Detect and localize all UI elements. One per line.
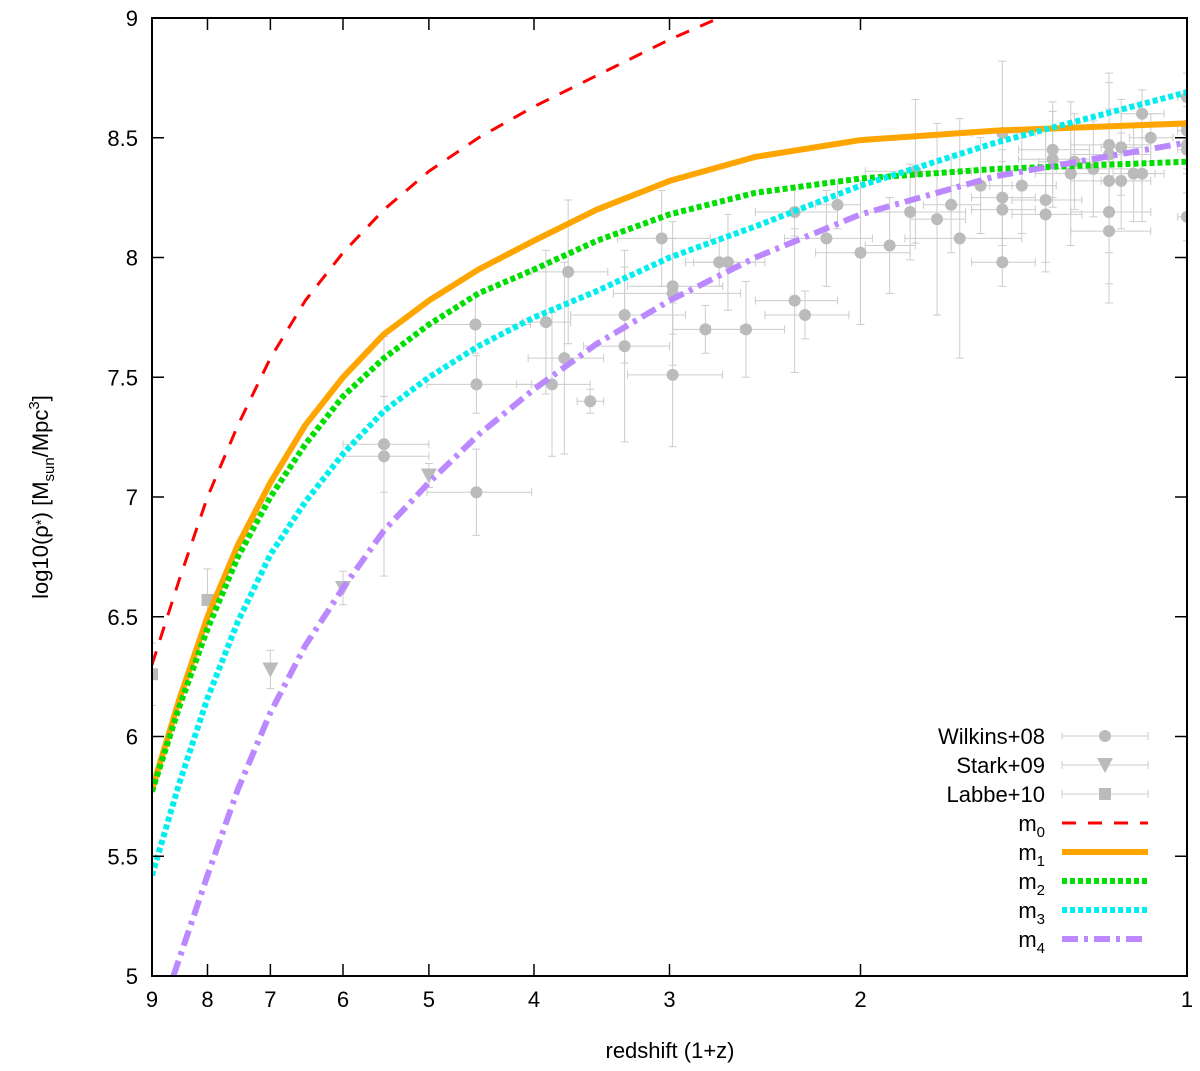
- legend-label-stark-09: Stark+09: [956, 753, 1045, 778]
- wilkins-08-point: [1039, 208, 1052, 221]
- wilkins-08-point: [1181, 143, 1187, 156]
- wilkins-08-point: [1127, 167, 1140, 180]
- wilkins-08-point: [1039, 194, 1052, 207]
- y-tick-label: 5.5: [107, 844, 138, 869]
- wilkins-08-point: [721, 256, 734, 269]
- y-tick-label: 8: [126, 246, 138, 271]
- wilkins-08-point: [1046, 143, 1059, 156]
- wilkins-08-point: [931, 213, 944, 226]
- wilkins-08-point: [469, 318, 482, 331]
- stark-09-point: [262, 662, 279, 678]
- wilkins-08-point: [699, 323, 712, 336]
- wilkins-08-point: [1064, 167, 1077, 180]
- legend-label-labbe-10: Labbe+10: [947, 782, 1046, 807]
- wilkins-08-point: [1103, 225, 1116, 238]
- wilkins-08-point: [1136, 107, 1149, 120]
- x-tick-label: 1: [1181, 987, 1193, 1012]
- wilkins-08-point: [820, 232, 833, 245]
- legend-label-m0: m0: [1018, 811, 1045, 841]
- y-tick-label: 5: [126, 964, 138, 989]
- legend-marker-labbe-10: [1099, 788, 1111, 800]
- x-axis-label: redshift (1+z): [606, 1038, 735, 1063]
- wilkins-08-point: [1103, 205, 1116, 218]
- wilkins-08-point: [1046, 153, 1059, 166]
- wilkins-08-point: [1115, 174, 1128, 187]
- wilkins-08-point: [904, 205, 917, 218]
- wilkins-08-point: [854, 246, 867, 259]
- x-tick-label: 7: [264, 987, 276, 1012]
- wilkins-08-point: [377, 450, 390, 463]
- wilkins-08-point: [1144, 131, 1157, 144]
- wilkins-08-point: [1181, 124, 1187, 137]
- wilkins-08-point: [655, 232, 668, 245]
- wilkins-08-point: [584, 395, 597, 408]
- wilkins-08-point: [470, 486, 483, 499]
- x-tick-label: 6: [337, 987, 349, 1012]
- wilkins-08-point: [562, 265, 575, 278]
- series-line-m1: [152, 120, 1187, 791]
- wilkins-08-point: [1115, 141, 1128, 154]
- wilkins-08-point: [883, 239, 896, 252]
- error-bars: [152, 60, 1187, 706]
- wilkins-08-point: [1103, 138, 1116, 151]
- wilkins-08-point: [945, 198, 958, 211]
- x-tick-label: 9: [146, 987, 158, 1012]
- wilkins-08-point: [740, 323, 753, 336]
- y-tick-label: 6: [126, 725, 138, 750]
- stark-09-point: [420, 468, 437, 484]
- legend-label-m3: m3: [1018, 898, 1045, 928]
- legend-label-m4: m4: [1018, 927, 1045, 957]
- model-lines: [152, 18, 1187, 976]
- series-line-m0: [152, 18, 720, 666]
- x-tick-label: 4: [528, 987, 540, 1012]
- legend-label-wilkins-08: Wilkins+08: [938, 724, 1045, 749]
- wilkins-08-point: [1136, 167, 1149, 180]
- error-bar: [152, 642, 156, 706]
- y-tick-label: 8.5: [107, 126, 138, 151]
- wilkins-08-point: [996, 256, 1009, 269]
- wilkins-08-point: [713, 256, 726, 269]
- wilkins-08-point: [1181, 210, 1187, 223]
- error-bar: [1177, 192, 1187, 242]
- wilkins-08-point: [1103, 174, 1116, 187]
- wilkins-08-point: [996, 191, 1009, 204]
- wilkins-08-point: [953, 232, 966, 245]
- series-line-m2: [152, 158, 1187, 793]
- y-tick-label: 9: [126, 6, 138, 31]
- wilkins-08-point: [666, 368, 679, 381]
- legend-marker-stark-09: [1097, 758, 1113, 773]
- wilkins-08-point: [539, 316, 552, 329]
- wilkins-08-point: [470, 378, 483, 391]
- wilkins-08-point: [996, 203, 1009, 216]
- labbe-10-point: [152, 668, 158, 681]
- series-line-m4: [170, 139, 1187, 976]
- data-points: [152, 91, 1187, 681]
- y-tick-label: 7: [126, 485, 138, 510]
- legend-label-m1: m1: [1018, 840, 1045, 870]
- x-tick-label: 2: [854, 987, 866, 1012]
- x-tick-label: 5: [423, 987, 435, 1012]
- axis-ticks: 9 8 7 6 5 4 3 2 1 5 5.5 6 6.5 7 7.5 8 8.5 9: [107, 6, 1193, 1012]
- x-tick-label: 8: [201, 987, 213, 1012]
- series-line-m3: [152, 89, 1187, 877]
- wilkins-08-point: [831, 198, 844, 211]
- legend-label-m2: m2: [1018, 869, 1045, 899]
- x-tick-label: 3: [663, 987, 675, 1012]
- wilkins-08-point: [788, 294, 801, 307]
- y-tick-label: 7.5: [107, 365, 138, 390]
- wilkins-08-point: [377, 438, 390, 451]
- wilkins-08-point: [799, 308, 812, 321]
- y-tick-label: 6.5: [107, 605, 138, 630]
- legend-marker-wilkins-08: [1099, 730, 1111, 742]
- wilkins-08-point: [618, 308, 631, 321]
- y-axis-label: log10(ρ*) [Msun/Mpc3]: [26, 395, 58, 599]
- wilkins-08-point: [1015, 179, 1028, 192]
- wilkins-08-point: [618, 340, 631, 353]
- wilkins-08-point: [558, 352, 571, 365]
